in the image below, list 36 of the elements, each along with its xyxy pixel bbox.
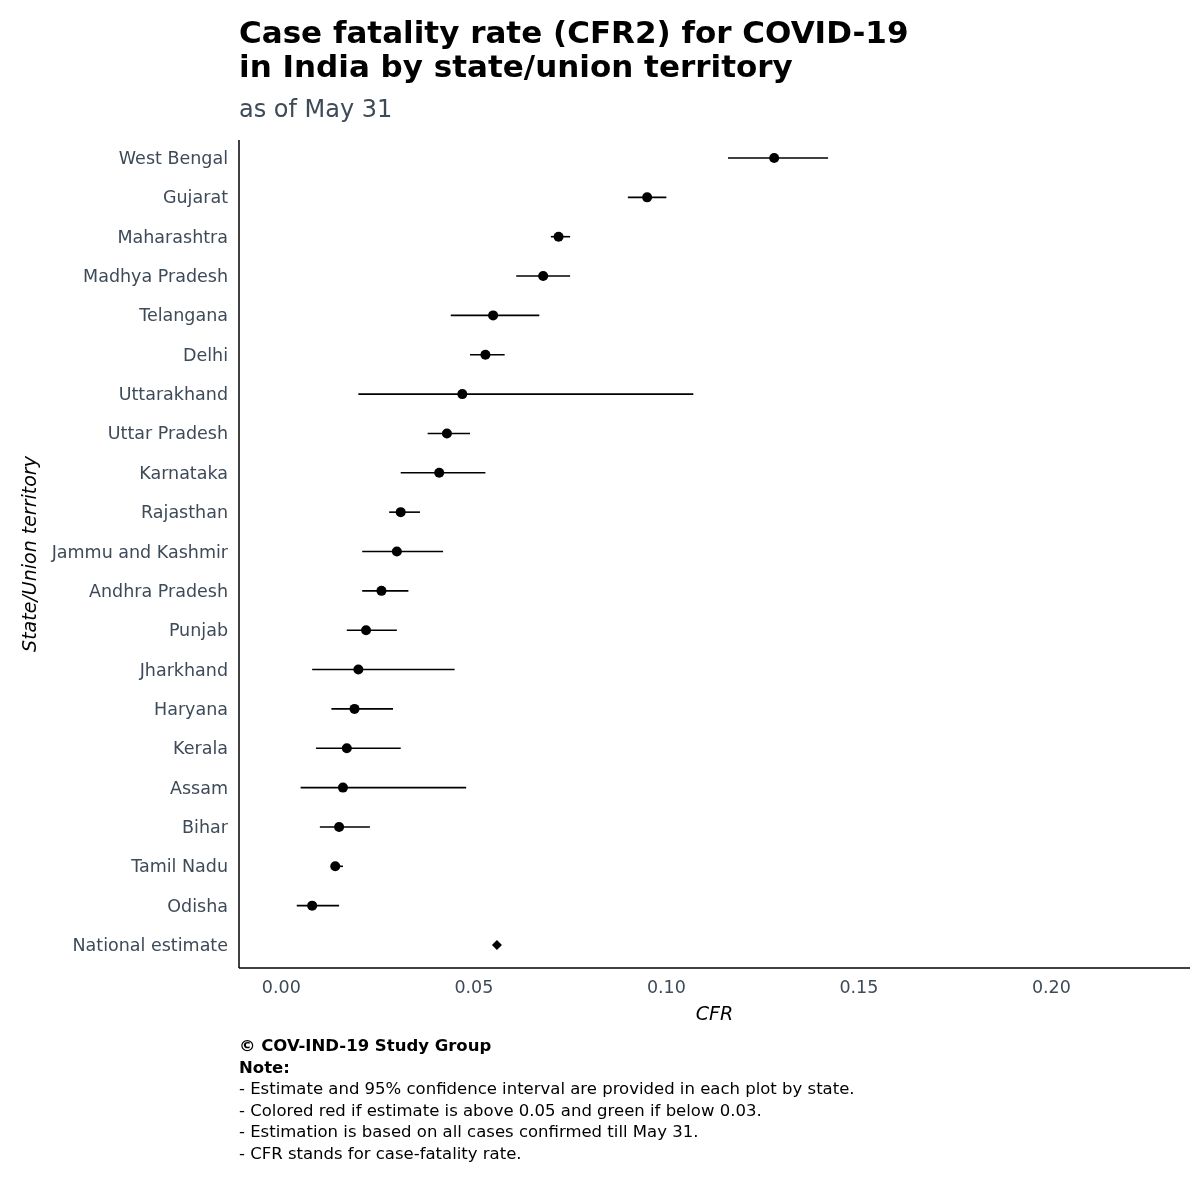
x-tick-label: 0.05	[454, 977, 494, 997]
y-tick-label: Madhya Pradesh	[83, 266, 228, 287]
x-tick-label: 0.20	[1031, 977, 1071, 997]
chart-title: Case fatality rate (CFR2) for COVID-19 in India by state/union territory	[239, 14, 909, 84]
text: - CFR stands for case-fatality rate.	[239, 1143, 522, 1163]
y-tick-label: Delhi	[182, 344, 228, 365]
y-tick-label: Telangana	[138, 305, 228, 326]
text: - Estimate and 95% confidence interval are provided in each plot by state.	[239, 1079, 855, 1098]
y-tick-label: Karnataka	[139, 462, 228, 483]
x-axis-title: CFR	[695, 1002, 734, 1024]
y-tick-label: Maharashtra	[117, 226, 228, 247]
y-tick-label: Assam	[170, 777, 228, 798]
x-tick-label: 0.10	[646, 977, 686, 997]
y-tick-label: Andhra Pradesh	[89, 580, 228, 601]
y-tick-label: Gujarat	[162, 187, 229, 208]
y-tick-label: West Bengal	[118, 148, 228, 168]
y-tick-label: Odisha	[167, 895, 228, 916]
text: © COV-IND-19 Study Group	[239, 1036, 492, 1055]
y-tick-label: Punjab	[168, 620, 228, 641]
y-tick-label: Jharkhand	[138, 659, 228, 680]
y-axis-title: State/Union territory	[18, 455, 40, 652]
chart-subtitle: as of May 31	[239, 95, 393, 123]
y-tick-label: Bihar	[182, 816, 229, 837]
y-tick-label: Haryana	[154, 698, 228, 719]
text: - Colored red if estimate is above 0.05 and green if below 0.03.	[239, 1100, 762, 1120]
y-tick-label: Kerala	[173, 738, 228, 759]
y-tick-label: Jammu and Kashmir	[50, 541, 229, 562]
y-tick-label: Uttarakhand	[118, 384, 228, 405]
y-tick-label: Rajasthan	[141, 502, 228, 523]
x-tick-label: 0.00	[261, 977, 301, 997]
y-tick-label: Uttar Pradesh	[107, 423, 228, 444]
text: - Estimation is based on all cases confirmed till May 31.	[239, 1122, 699, 1141]
x-tick-label: 0.15	[839, 977, 879, 997]
text: Note:	[239, 1057, 290, 1077]
y-tick-label: National estimate	[72, 935, 228, 955]
y-tick-label: Tamil Nadu	[130, 856, 228, 877]
